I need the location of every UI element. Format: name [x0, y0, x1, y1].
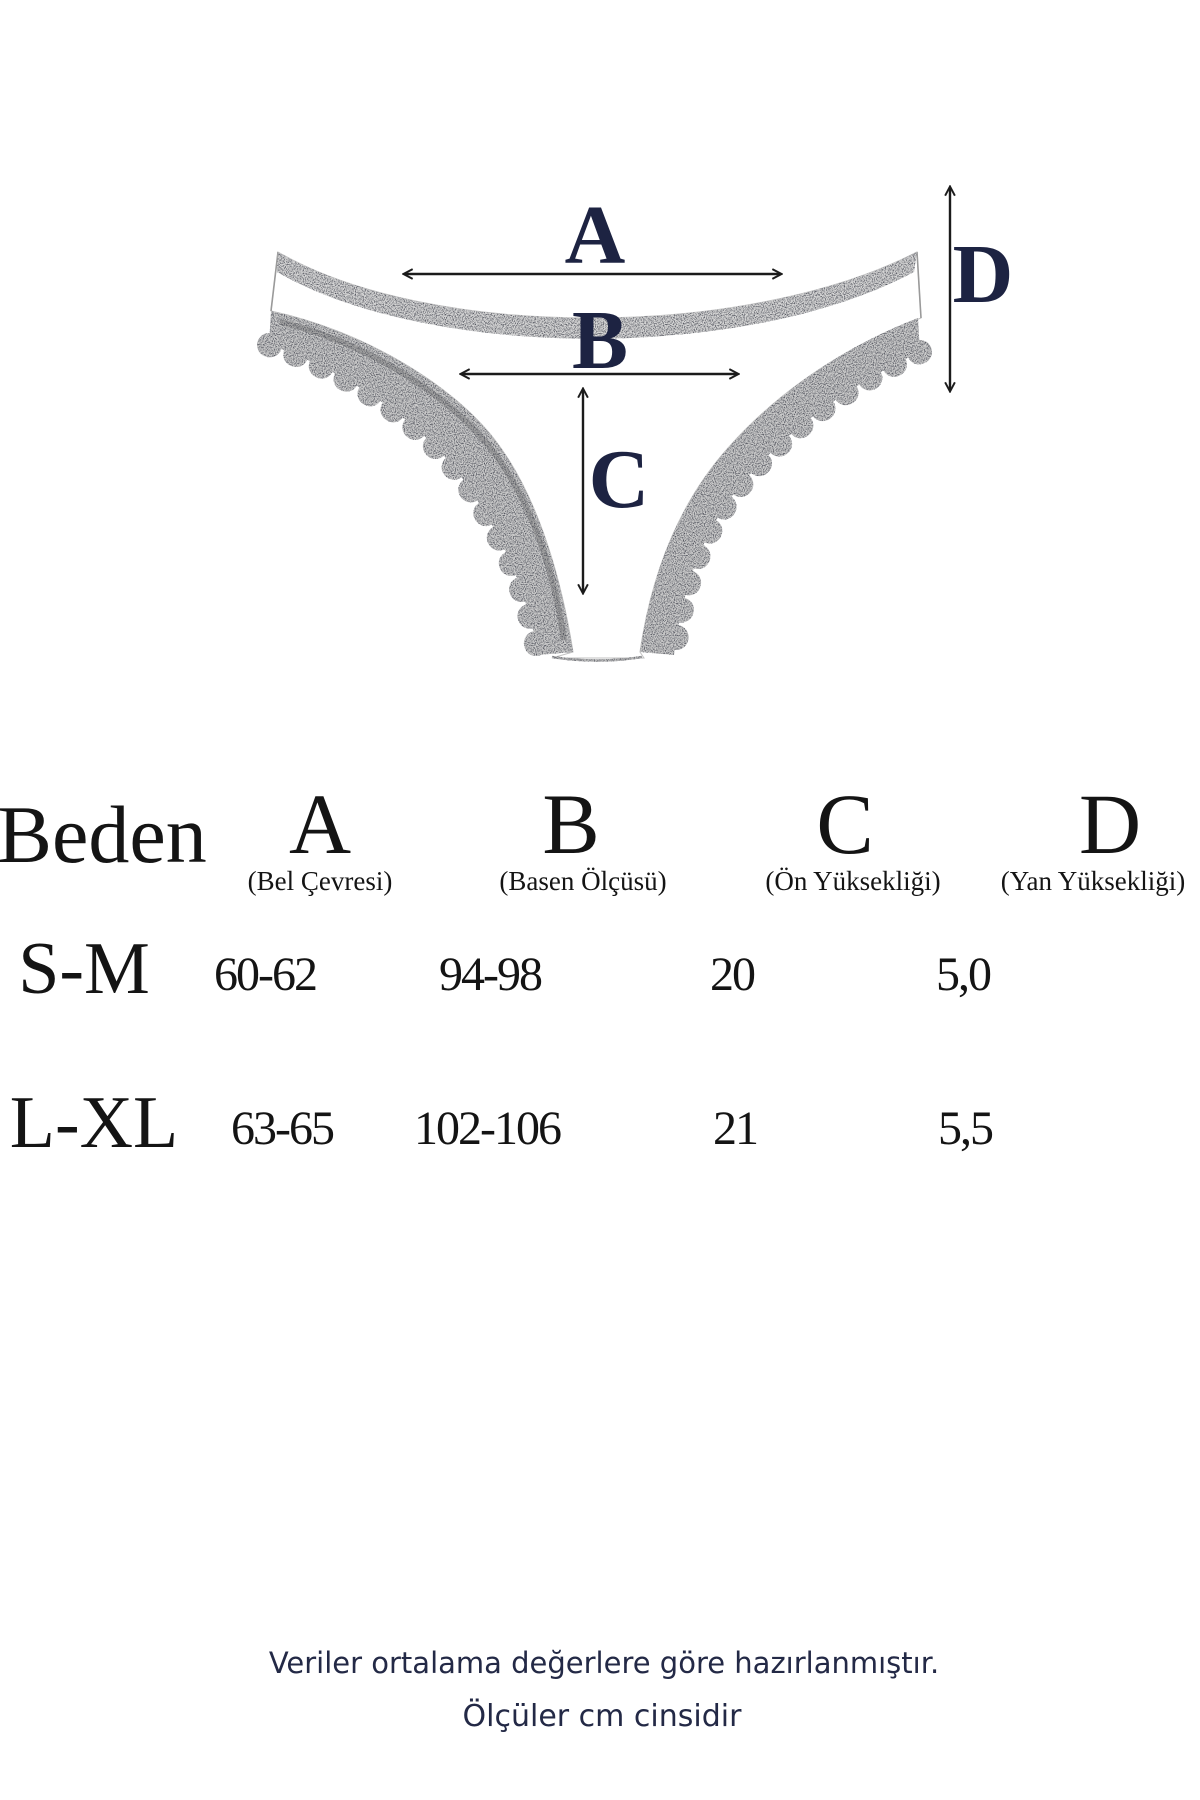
right-side-seam: [916, 251, 922, 319]
right-lace-band: [640, 318, 920, 655]
right-lace-scallops: [662, 340, 932, 667]
row-value-a: 63-65: [231, 1102, 335, 1155]
table-header-letter-c: C: [816, 776, 874, 872]
row-value-d: 5,5: [938, 1102, 994, 1155]
row-value-b: 102-106: [414, 1102, 562, 1155]
table-header-desc-c: (Ön Yüksekliği): [765, 866, 941, 896]
left-side-seam: [270, 251, 279, 312]
table-header-letter-b: B: [542, 776, 600, 872]
row-value-a: 60-62: [214, 948, 318, 1001]
diagram-label-B: B: [572, 294, 628, 387]
diagram-label-D: D: [953, 228, 1014, 321]
diagram-label-C: C: [589, 433, 650, 526]
left-lace-scallops: [257, 333, 550, 667]
row-value-d: 5,0: [936, 948, 992, 1001]
table-header-desc-d: (Yan Yüksekliği): [1000, 866, 1186, 896]
diagram-label-A: A: [565, 189, 626, 282]
left-lace-shading: [279, 319, 567, 641]
crotch-hem: [551, 655, 643, 662]
table-header-letter-d: D: [1078, 776, 1142, 872]
table-header-desc-a: (Bel Çevresi): [247, 866, 393, 896]
row-value-c: 20: [710, 948, 756, 1001]
table-header-desc-b: (Basen Ölçüsü): [499, 866, 667, 896]
waistband: [277, 252, 917, 339]
row-size-label: S-M: [18, 928, 150, 1010]
table-header-letter-a: A: [288, 776, 352, 872]
row-value-b: 94-98: [439, 948, 543, 1001]
table-header-size: Beden: [0, 789, 207, 880]
row-size-label: L-XL: [9, 1082, 179, 1164]
footer-note-line1: Veriler ortalama değerlere göre hazırlan…: [268, 1646, 940, 1680]
footer-note-line2: Ölçüler cm cinsidir: [462, 1699, 742, 1734]
row-value-c: 21: [713, 1102, 759, 1155]
panty-measurement-diagram: A B C D: [257, 0, 1014, 667]
